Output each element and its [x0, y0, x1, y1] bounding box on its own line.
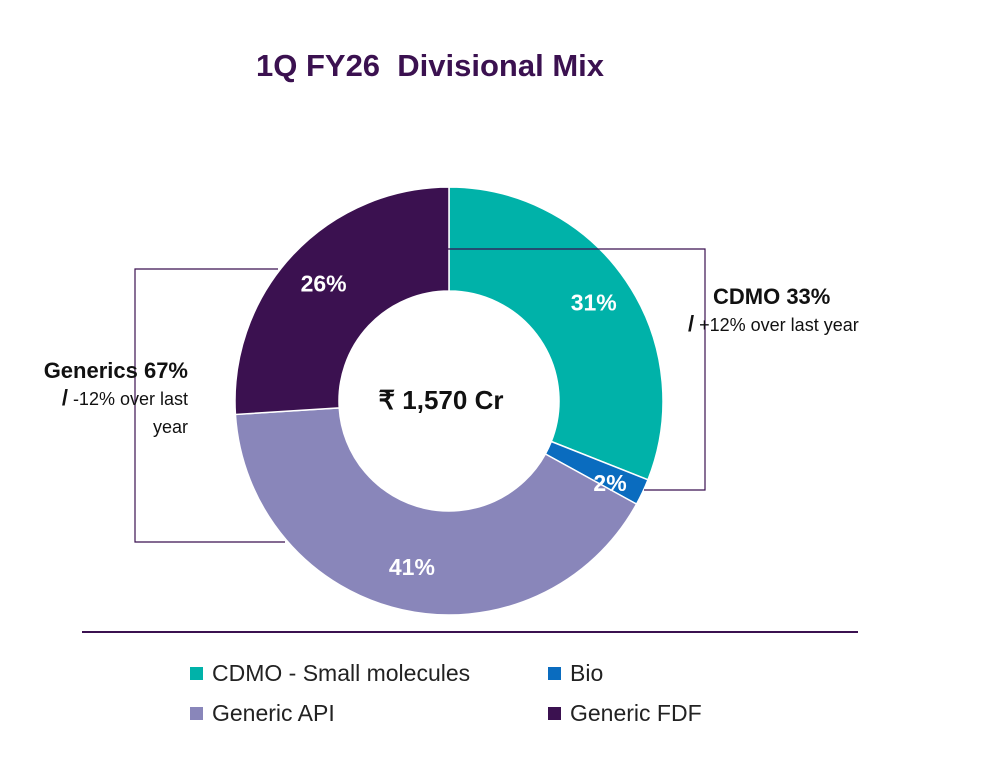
legend-item: Bio — [548, 660, 603, 687]
cdmo-group-change: / +12% over last year — [688, 310, 908, 339]
slice-value-label: 31% — [571, 290, 617, 316]
legend-swatch — [190, 707, 203, 720]
legend-label: Generic FDF — [570, 700, 702, 726]
legend-label: Generic API — [212, 700, 335, 726]
legend-label: Bio — [570, 660, 604, 686]
slice-value-label: 26% — [301, 270, 347, 296]
generics-change-text: -12% over last — [67, 389, 188, 409]
legend-item: Generic API — [190, 700, 335, 727]
cdmo-group-annotation: CDMO 33% / +12% over last year — [688, 284, 908, 339]
generics-group-change-cont: year — [152, 417, 188, 437]
donut-slice-generic-fdf — [234, 186, 450, 416]
chart-title: 1Q FY26 Divisional Mix — [255, 48, 604, 83]
slash-mark: / — [688, 311, 695, 336]
cdmo-change-text: +12% over last year — [694, 315, 859, 335]
donut-slice-cdmo-small-molecules — [448, 186, 664, 481]
slash-mark: / — [61, 385, 68, 410]
slice-value-label: 2% — [593, 470, 626, 496]
generics-group-head: Generics 67% — [43, 358, 188, 383]
center-total-label: ₹ 1,570 Cr — [379, 385, 504, 415]
legend-swatch — [548, 667, 561, 680]
legend-swatch — [190, 667, 203, 680]
donut-slices — [234, 186, 664, 616]
legend-label: CDMO - Small molecules — [212, 660, 471, 686]
cdmo-group-head: CDMO 33% — [713, 284, 831, 309]
legend-swatch — [548, 707, 561, 720]
legend-item: CDMO - Small molecules — [190, 660, 470, 687]
donut-slice-labels: 31% 2% 41% 26% — [301, 270, 627, 580]
legend-item: Generic FDF — [548, 700, 702, 727]
generics-group-change: / -12% over last — [10, 384, 188, 413]
slice-value-label: 41% — [389, 554, 435, 580]
donut-slice-generic-api — [234, 407, 638, 616]
generics-group-annotation: Generics 67% / -12% over last year — [10, 358, 188, 441]
cdmo-bracket-line — [448, 248, 706, 491]
generics-bracket-line — [134, 268, 285, 543]
